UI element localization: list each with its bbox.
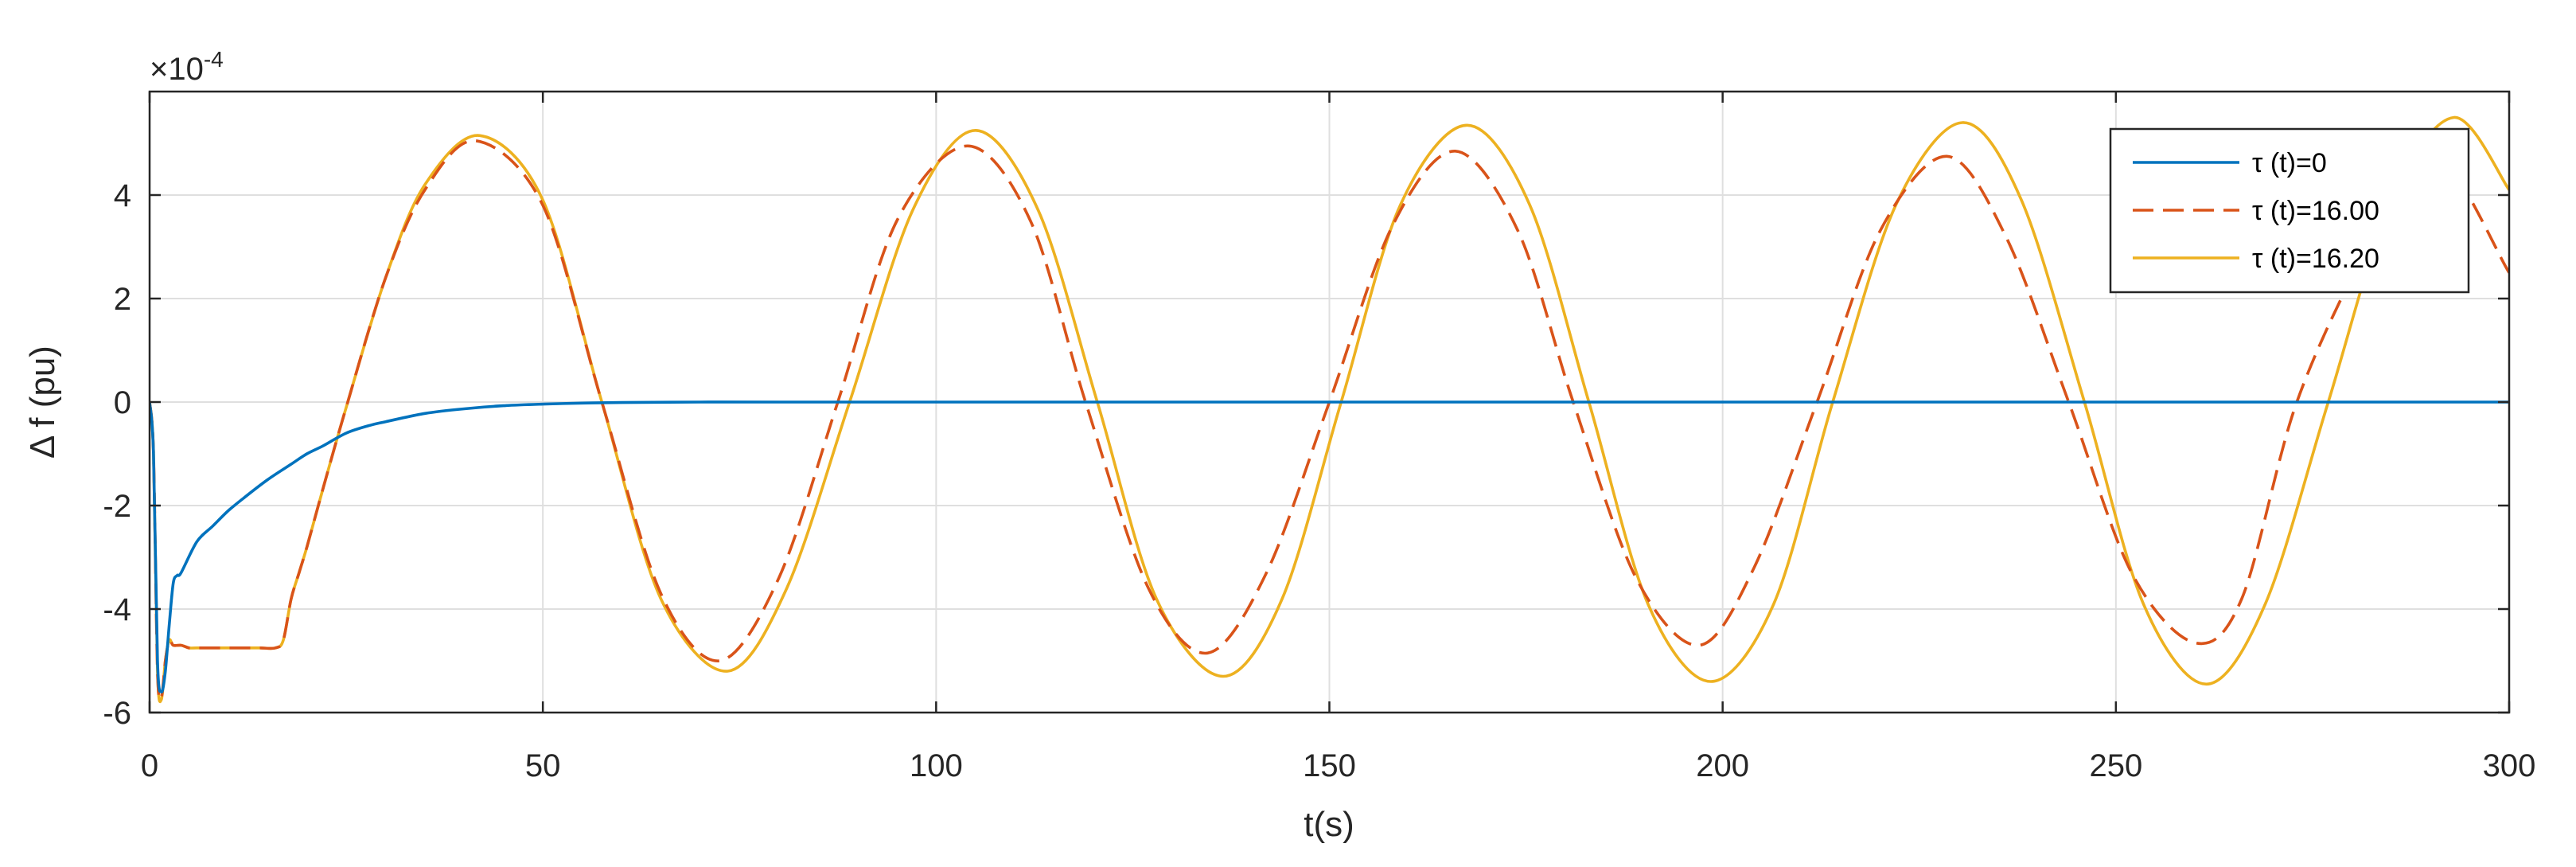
y-tick-label: 0: [114, 385, 131, 420]
y-tick-label: -4: [103, 592, 131, 627]
x-tick-label: 250: [2089, 748, 2142, 783]
y-axis-label: Δ f (pu): [23, 346, 62, 459]
y-exponent-power: -4: [204, 47, 224, 72]
tick-labels: 0 50 100 150 200 250 300 -6 -4 -2 0 2 4: [103, 178, 2535, 783]
legend-label: τ (t)=0: [2252, 148, 2327, 178]
series-line-0: [150, 400, 2509, 693]
y-tick-label: -2: [103, 489, 131, 524]
y-tick-label: -6: [103, 696, 131, 731]
x-tick-label: 100: [910, 748, 963, 783]
x-tick-label: 50: [525, 748, 561, 783]
y-tick-label: 2: [114, 282, 131, 317]
legend-label: τ (t)=16.20: [2252, 244, 2379, 274]
y-exponent-base: ×10: [150, 52, 204, 87]
x-tick-label: 0: [141, 748, 158, 783]
x-tick-label: 300: [2483, 748, 2536, 783]
series-layer: [150, 115, 2509, 704]
legend-label: τ (t)=16.00: [2252, 196, 2379, 226]
legend: τ (t)=0 τ (t)=16.00 τ (t)=16.20: [2109, 127, 2470, 294]
series-line-1: [150, 139, 2509, 701]
axis-ticks: [148, 92, 2511, 714]
y-tick-label: 4: [114, 178, 131, 213]
x-axis-label: t(s): [1304, 805, 1354, 844]
y-exponent-label: ×10-4: [150, 47, 224, 87]
x-tick-label: 150: [1303, 748, 1356, 783]
x-tick-label: 200: [1696, 748, 1749, 783]
